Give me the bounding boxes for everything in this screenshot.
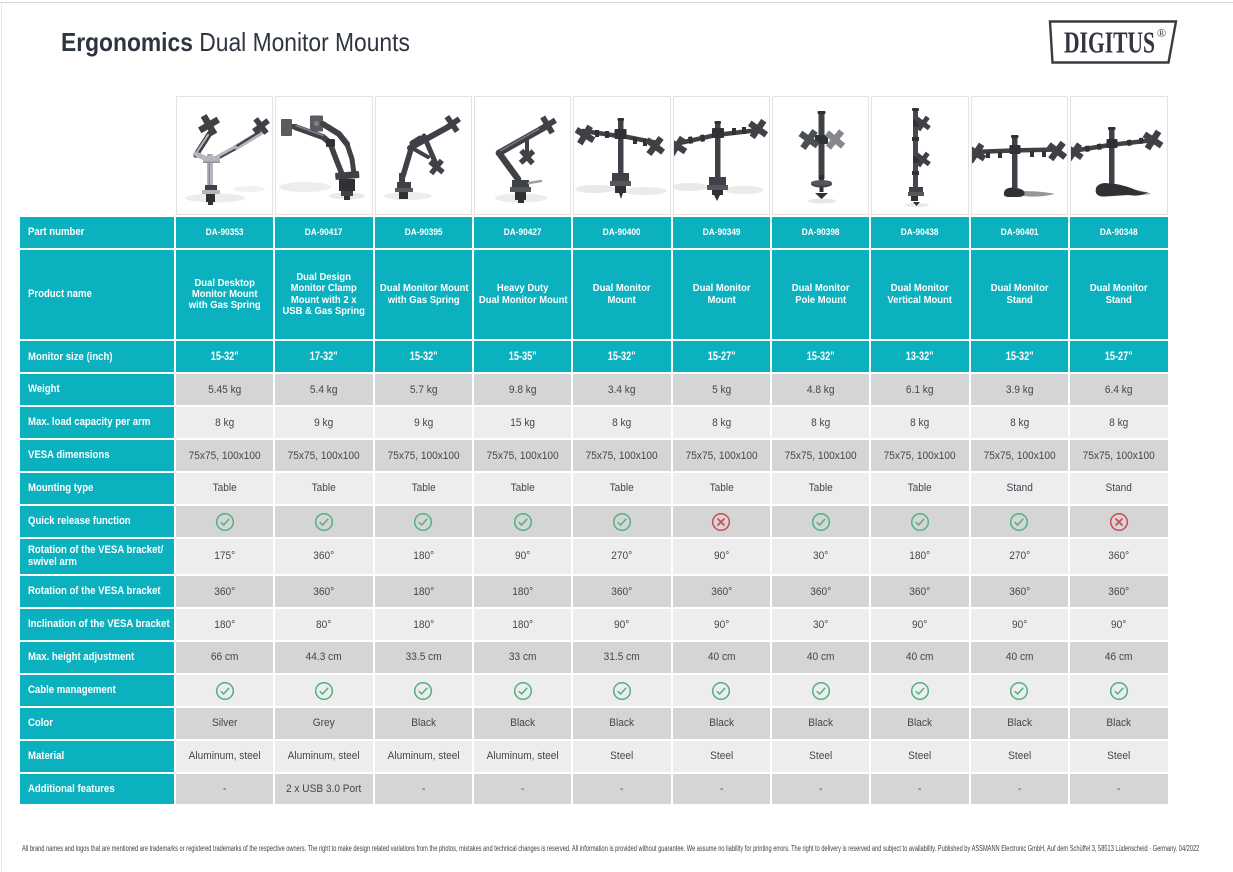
svg-text:DIGITUS: DIGITUS — [1064, 26, 1155, 60]
svg-text:®: ® — [1157, 26, 1166, 40]
